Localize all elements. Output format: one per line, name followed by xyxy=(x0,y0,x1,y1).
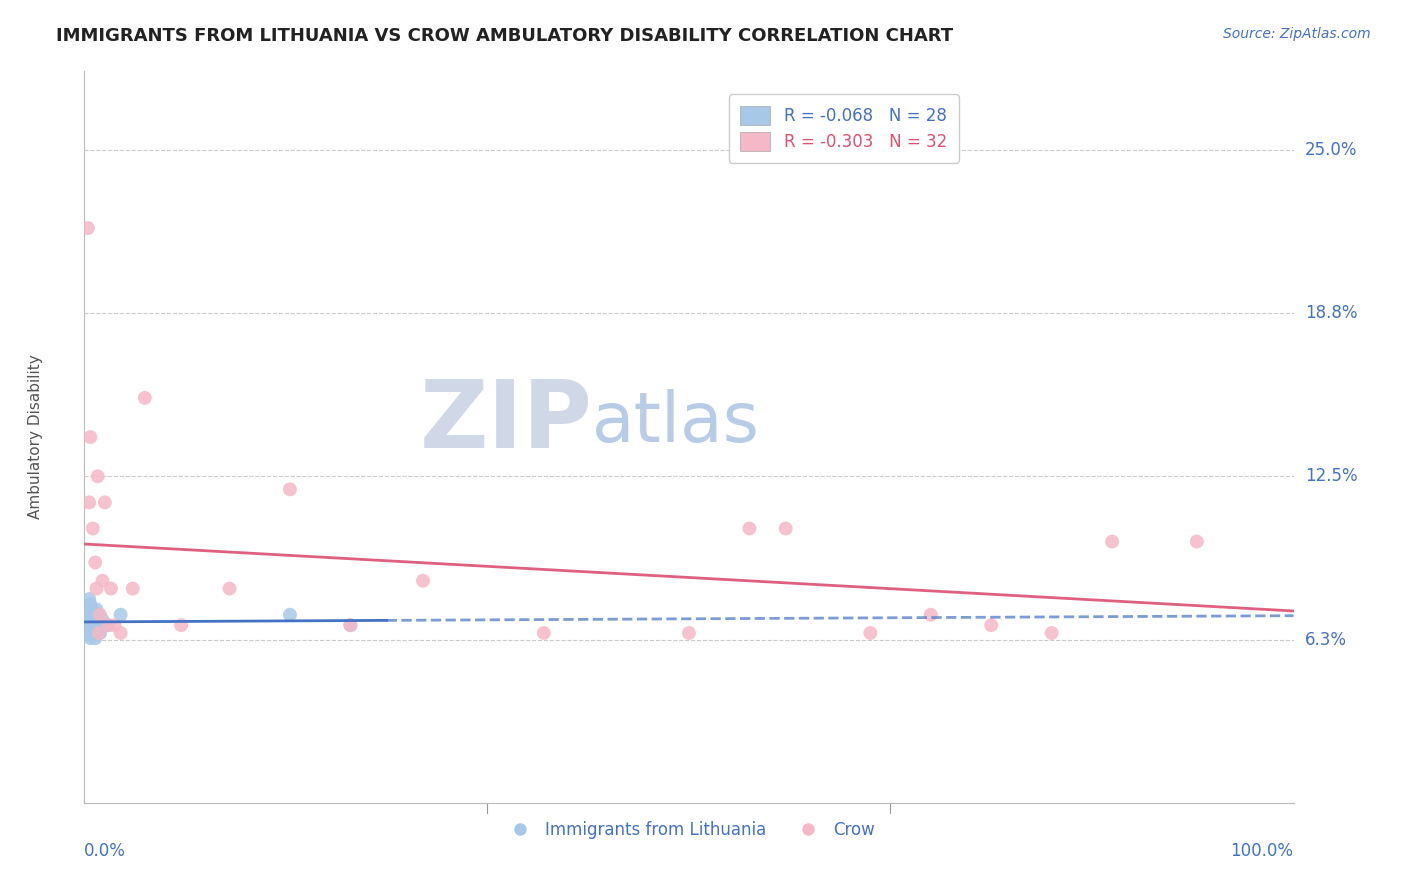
Text: ZIP: ZIP xyxy=(419,376,592,468)
Text: 18.8%: 18.8% xyxy=(1305,304,1357,322)
Point xyxy=(121,582,143,596)
Point xyxy=(87,626,110,640)
Text: atlas: atlas xyxy=(592,389,761,456)
Point xyxy=(82,521,104,535)
Text: 12.5%: 12.5% xyxy=(1305,467,1357,485)
Point xyxy=(170,618,193,632)
Point xyxy=(89,607,111,622)
Point xyxy=(79,632,101,646)
Point xyxy=(82,605,104,619)
Point xyxy=(77,610,100,624)
Point xyxy=(80,629,103,643)
Point xyxy=(84,610,107,624)
Point xyxy=(77,626,100,640)
Text: 6.3%: 6.3% xyxy=(1305,631,1347,648)
Point xyxy=(91,613,114,627)
Point xyxy=(76,607,98,622)
Point xyxy=(86,469,108,483)
Point xyxy=(738,521,761,535)
Point xyxy=(84,556,107,570)
Point xyxy=(77,592,100,607)
Point xyxy=(79,615,101,630)
Point xyxy=(980,618,1002,632)
Text: Ambulatory Disability: Ambulatory Disability xyxy=(28,355,44,519)
Point xyxy=(86,624,108,638)
Point xyxy=(77,495,100,509)
Point xyxy=(83,626,105,640)
Point xyxy=(134,391,156,405)
Point xyxy=(82,624,104,638)
Point xyxy=(1185,534,1208,549)
Point xyxy=(678,626,700,640)
Point xyxy=(920,607,942,622)
Point xyxy=(218,582,240,596)
Point xyxy=(77,221,100,235)
Point xyxy=(80,607,103,622)
Point xyxy=(79,597,101,611)
Text: 25.0%: 25.0% xyxy=(1305,141,1357,159)
Text: Source: ZipAtlas.com: Source: ZipAtlas.com xyxy=(1223,27,1371,41)
Point xyxy=(77,624,100,638)
Point xyxy=(83,613,105,627)
Point xyxy=(91,574,114,588)
Point xyxy=(84,632,107,646)
Point xyxy=(76,618,98,632)
Point xyxy=(100,582,122,596)
Legend: Immigrants from Lithuania, Crow: Immigrants from Lithuania, Crow xyxy=(496,814,882,846)
Text: 100.0%: 100.0% xyxy=(1230,842,1294,860)
Text: IMMIGRANTS FROM LITHUANIA VS CROW AMBULATORY DISABILITY CORRELATION CHART: IMMIGRANTS FROM LITHUANIA VS CROW AMBULA… xyxy=(56,27,953,45)
Point xyxy=(278,607,301,622)
Point xyxy=(1101,534,1123,549)
Point xyxy=(87,607,110,622)
Point xyxy=(89,626,111,640)
Point xyxy=(97,618,120,632)
Point xyxy=(339,618,361,632)
Point xyxy=(94,495,117,509)
Point xyxy=(412,574,434,588)
Point xyxy=(104,618,127,632)
Point xyxy=(775,521,797,535)
Point xyxy=(77,602,100,616)
Point xyxy=(86,582,108,596)
Text: 0.0%: 0.0% xyxy=(84,842,127,860)
Point xyxy=(278,483,301,497)
Point xyxy=(110,607,132,622)
Point xyxy=(86,621,108,635)
Point xyxy=(110,626,132,640)
Point xyxy=(1040,626,1063,640)
Point xyxy=(97,618,120,632)
Point xyxy=(79,430,101,444)
Point xyxy=(859,626,882,640)
Point xyxy=(339,618,361,632)
Point xyxy=(533,626,555,640)
Point xyxy=(86,602,108,616)
